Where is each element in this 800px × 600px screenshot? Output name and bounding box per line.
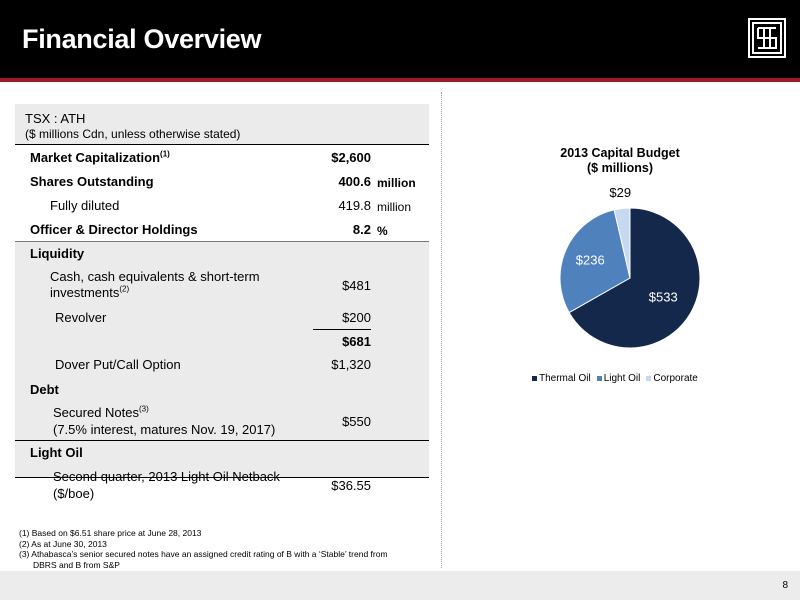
chart-title-line1: 2013 Capital Budget	[560, 146, 680, 160]
units-note: ($ millions Cdn, unless otherwise stated…	[25, 127, 241, 141]
pie-slice-thermal-oil	[568, 207, 701, 349]
revolver-value: $200	[342, 310, 371, 325]
rule	[15, 144, 429, 145]
netback-value: $36.55	[331, 478, 371, 493]
shares-outstanding-label: Shares Outstanding	[30, 174, 154, 189]
shares-outstanding-unit: million	[377, 176, 416, 190]
legend-label: Light Oil	[603, 373, 641, 384]
netback-label-line2: ($/boe)	[53, 486, 95, 501]
legend-label: Thermal Oil	[539, 373, 591, 384]
chart-legend: Thermal Oil Light Oil Corporate	[532, 373, 704, 384]
legend-label: Corporate	[653, 373, 698, 384]
company-logo	[748, 18, 786, 58]
legend-swatch	[596, 375, 602, 381]
legend-swatch	[532, 375, 537, 381]
officer-holdings-value: 8.2	[352, 222, 371, 237]
fully-diluted-label: Fully diluted	[50, 198, 120, 213]
liquidity-band	[15, 241, 429, 477]
fully-diluted-unit: million	[377, 200, 412, 214]
footnote-1: (1) Based on $6.51 share price at June 2…	[19, 528, 202, 538]
liquidity-total-value: $681	[342, 334, 371, 349]
legend-swatch	[646, 375, 652, 381]
officer-holdings-label: Officer & Director Holdings	[30, 222, 198, 237]
debt-heading: Debt	[30, 382, 59, 397]
revolver-label: Revolver	[55, 310, 107, 325]
shares-outstanding-value: 400.6	[338, 174, 371, 189]
rule	[15, 241, 429, 242]
footnote-2: (2) As at June 30, 2013	[19, 538, 107, 549]
column-divider	[441, 92, 442, 568]
pie-slice-corporate	[613, 207, 631, 279]
rule	[15, 440, 429, 441]
secured-notes-value: $550	[342, 414, 371, 429]
capital-budget-pie-chart: $533 $236 $29	[559, 188, 701, 349]
legend-item-light-oil: Light Oil	[596, 373, 641, 384]
page-number: 8	[782, 580, 788, 591]
legend-item-corporate: Corporate	[646, 373, 698, 384]
legend-item-thermal-oil: Thermal Oil	[532, 373, 591, 384]
dover-label: Dover Put/Call Option	[55, 357, 181, 372]
market-cap-label: Market Capitalization(1)	[30, 149, 170, 165]
pie-label-light-oil: $236	[576, 253, 605, 268]
secured-notes-label-line1: Secured Notes(3)	[53, 404, 149, 420]
market-cap-value: $2,600	[331, 150, 371, 165]
netback-label-line1: Second quarter, 2013 Light Oil Netback	[53, 469, 280, 484]
cash-label-line1: Cash, cash equivalents & short-term	[50, 269, 260, 284]
pie-label-thermal-oil: $533	[649, 289, 678, 304]
rule	[15, 477, 429, 478]
dover-value: $1,320	[331, 357, 371, 372]
subtotal-rule	[313, 329, 371, 330]
footnote-3: (3) Athabasca’s senior secured notes hav…	[19, 549, 388, 559]
light-oil-heading: Light Oil	[30, 445, 83, 460]
liquidity-heading: Liquidity	[30, 246, 85, 261]
officer-holdings-unit: %	[377, 224, 388, 238]
ticker-label: TSX : ATH	[25, 111, 86, 126]
secured-notes-label-line2: (7.5% interest, matures Nov. 19, 2017)	[53, 422, 276, 437]
pie-slice-light-oil	[559, 209, 631, 314]
title-bar: Financial Overview	[0, 0, 800, 78]
footnote-3-continued: DBRS and B from S&P	[33, 559, 120, 570]
page-title: Financial Overview	[22, 24, 262, 54]
footnotes: (1) Based on $6.51 share price at June 2…	[19, 528, 419, 570]
pie-label-corporate: $29	[609, 188, 631, 200]
fully-diluted-value: 419.8	[338, 198, 371, 213]
table-header-band	[15, 104, 429, 144]
chart-title: 2013 Capital Budget ($ millions)	[520, 146, 720, 176]
chart-title-line2: ($ millions)	[587, 161, 653, 175]
footer-bar	[0, 571, 800, 600]
cash-value: $481	[342, 278, 371, 293]
cash-label-line2: investments(2)	[50, 284, 130, 300]
accent-bar	[0, 78, 800, 82]
